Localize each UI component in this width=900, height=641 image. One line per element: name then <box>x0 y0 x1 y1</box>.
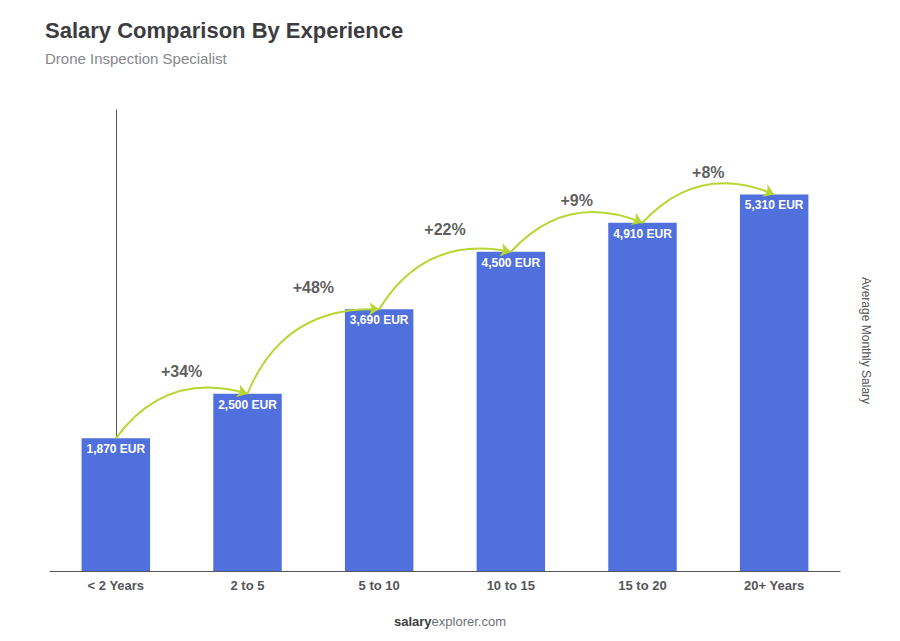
svg-text:5 to 10: 5 to 10 <box>359 578 400 593</box>
svg-text:+9%: +9% <box>560 192 592 209</box>
svg-text:5,310 EUR: 5,310 EUR <box>745 198 804 212</box>
svg-text:3,690 EUR: 3,690 EUR <box>350 313 409 327</box>
svg-text:+22%: +22% <box>424 221 465 238</box>
svg-text:20+ Years: 20+ Years <box>744 578 804 593</box>
svg-text:4,910 EUR: 4,910 EUR <box>613 227 672 241</box>
svg-text:< 2 Years: < 2 Years <box>88 578 145 593</box>
svg-text:Average Monthly Salary: Average Monthly Salary <box>859 277 873 404</box>
svg-text:Salary Comparison By Experienc: Salary Comparison By Experience <box>45 18 403 43</box>
svg-text:Drone Inspection Specialist: Drone Inspection Specialist <box>45 50 228 67</box>
svg-text:2,500 EUR: 2,500 EUR <box>218 398 277 412</box>
svg-text:+48%: +48% <box>293 279 334 296</box>
svg-text:4,500 EUR: 4,500 EUR <box>481 256 540 270</box>
svg-text:salary: salary <box>394 614 432 629</box>
svg-text:2 to 5: 2 to 5 <box>231 578 265 593</box>
svg-text:10 to 15: 10 to 15 <box>487 578 535 593</box>
svg-text:+34%: +34% <box>161 363 202 380</box>
svg-text:15 to 20: 15 to 20 <box>618 578 666 593</box>
svg-text:explorer.com: explorer.com <box>432 614 506 629</box>
svg-text:+8%: +8% <box>692 164 724 181</box>
svg-text:1,870 EUR: 1,870 EUR <box>86 442 145 456</box>
